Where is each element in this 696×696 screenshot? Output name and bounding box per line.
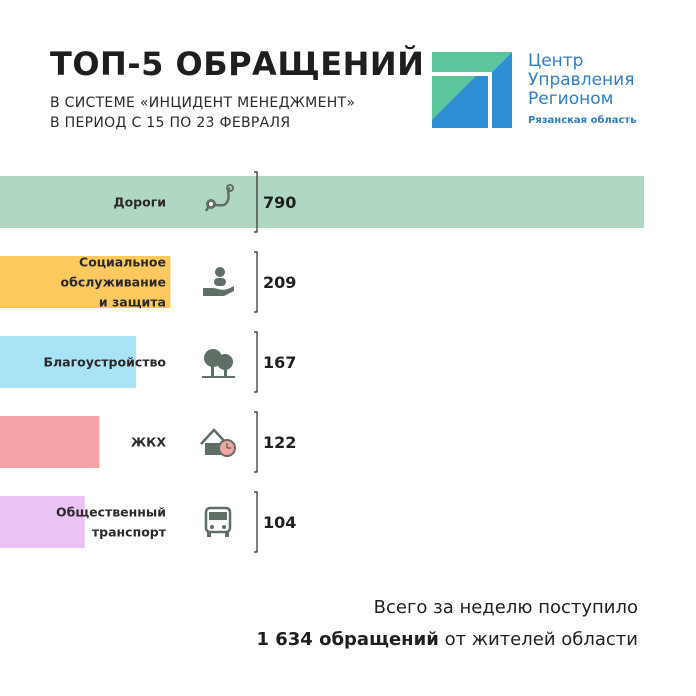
- social-care-icon: [203, 267, 234, 296]
- bar-separator: [254, 491, 258, 553]
- category-label: Дороги: [113, 195, 166, 210]
- total-summary: Всего за неделю поступило 1 634 обращени…: [256, 592, 638, 656]
- bar: [0, 496, 85, 548]
- bar-separator: [254, 171, 258, 233]
- org-line-2: Управления: [528, 70, 635, 90]
- category-label-line: транспорт: [92, 525, 167, 540]
- bar: [0, 176, 644, 228]
- trees-icon: [202, 349, 235, 378]
- subtitle: В СИСТЕМЕ «ИНЦИДЕНТ МЕНЕДЖМЕНТ» В ПЕРИОД…: [50, 93, 355, 133]
- category-label-line: ЖКХ: [131, 435, 167, 450]
- category-label-line: Дороги: [113, 195, 166, 210]
- bar-separator: [254, 331, 258, 393]
- org-line-1: Центр: [528, 51, 584, 71]
- category-label: Общественный транспорт: [56, 505, 167, 540]
- value-label: 790: [263, 193, 296, 212]
- value-label: 167: [263, 353, 296, 372]
- category-label-line: обслуживание: [61, 275, 166, 290]
- road-route-icon: [204, 184, 234, 212]
- category-label: ЖКХ: [131, 435, 167, 450]
- value-label: 104: [263, 513, 296, 532]
- subtitle-line-1: В СИСТЕМЕ «ИНЦИДЕНТ МЕНЕДЖМЕНТ»: [50, 95, 356, 111]
- category-label: Благоустройство: [44, 355, 167, 370]
- category-label: Социальное обслуживание и защита: [61, 255, 166, 310]
- total-line-1: Всего за неделю поступило: [373, 597, 638, 618]
- cur-logo-icon: [432, 52, 512, 128]
- category-label-line: Общественный: [56, 505, 166, 520]
- org-name: Центр Управления Регионом Рязанская обла…: [528, 51, 637, 127]
- category-label-line: Социальное: [79, 255, 166, 270]
- value-label: 122: [263, 433, 296, 452]
- total-line-2: 1 634 обращений от жителей области: [256, 624, 638, 656]
- total-count: 1 634 обращений: [256, 629, 439, 650]
- total-rest: от жителей области: [438, 629, 638, 650]
- page-title: ТОП-5 ОБРАЩЕНИЙ: [50, 45, 425, 83]
- org-region: Рязанская область: [528, 115, 637, 126]
- org-line-3: Регионом: [528, 89, 614, 109]
- subtitle-line-2: В ПЕРИОД С 15 ПО 23 ФЕВРАЛЯ: [50, 115, 291, 131]
- bar: [0, 256, 171, 308]
- bar: [0, 416, 100, 468]
- housing-24-icon: [200, 428, 236, 457]
- bus-icon: [204, 506, 232, 537]
- category-label-line: Благоустройство: [44, 355, 167, 370]
- bar-separator: [254, 251, 258, 313]
- value-label: 209: [263, 273, 296, 292]
- bar-separator: [254, 411, 258, 473]
- bar: [0, 336, 137, 388]
- bar-chart: Дороги 790 Социальное обслуживание и защита 2…: [0, 171, 644, 553]
- category-label-line: и защита: [99, 295, 166, 310]
